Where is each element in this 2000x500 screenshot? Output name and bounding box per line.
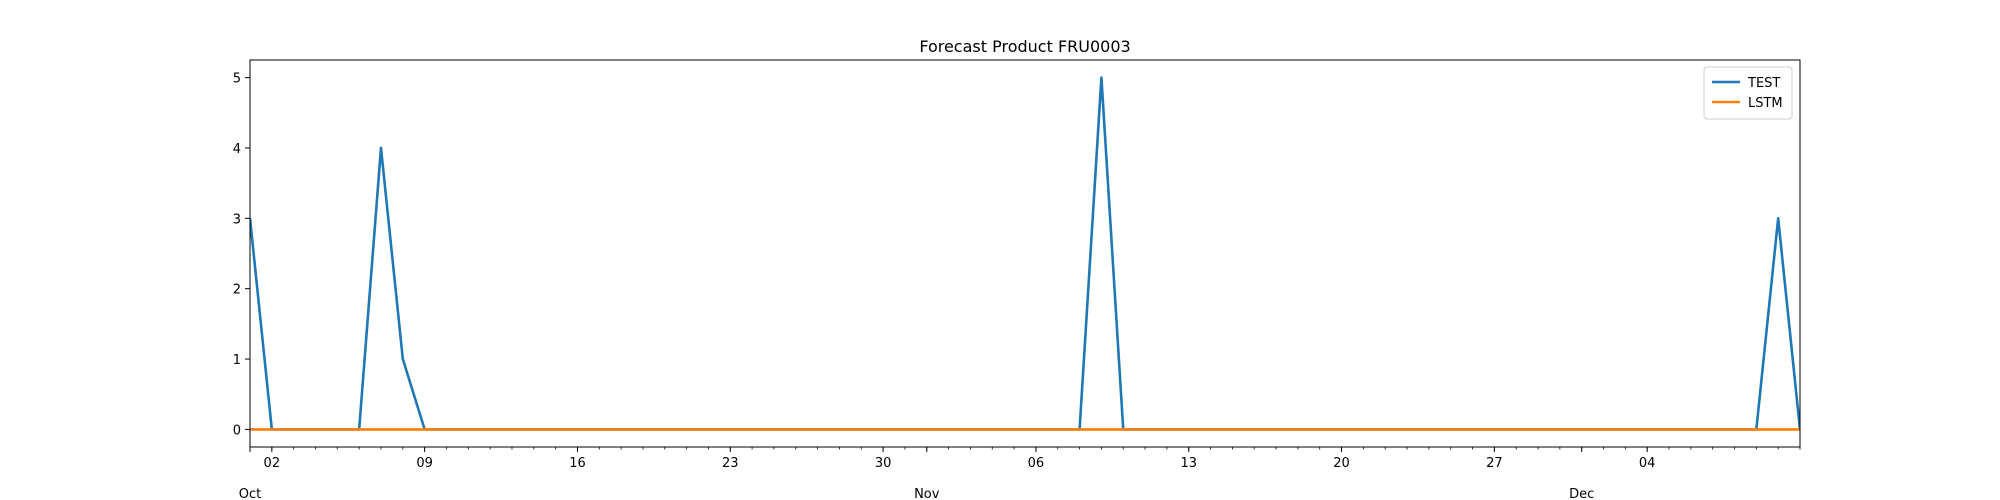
y-tick-label: 3: [233, 212, 241, 227]
x-tick-label: 06: [1028, 456, 1045, 471]
x-tick-label: 13: [1180, 456, 1197, 471]
x-tick-label: 23: [722, 456, 739, 471]
x-tick-label: 16: [569, 456, 586, 471]
legend-label: TEST: [1747, 76, 1780, 91]
legend-label: LSTM: [1748, 96, 1783, 111]
x-tick-label: 20: [1333, 456, 1350, 471]
legend: TEST LSTM: [1703, 66, 1793, 120]
x-tick-label: 04: [1639, 456, 1656, 471]
x-tick-label: 09: [416, 456, 433, 471]
x-tick-label: 27: [1486, 456, 1503, 471]
x-tick-label: 02: [264, 456, 281, 471]
y-tick-label: 0: [233, 423, 241, 438]
y-tick-label: 4: [233, 142, 241, 157]
y-tick-label: 5: [233, 72, 241, 87]
x-month-label: Dec: [1569, 487, 1594, 500]
y-tick-label: 2: [233, 283, 241, 298]
axes-frame: [249, 59, 1801, 448]
chart-title: Forecast Product FRU0003: [919, 37, 1130, 56]
y-tick-label: 1: [233, 353, 241, 368]
x-month-label: Oct: [239, 487, 261, 500]
x-tick-label: 30: [875, 456, 892, 471]
legend-box: [1703, 66, 1793, 120]
x-month-label: Nov: [914, 487, 940, 500]
